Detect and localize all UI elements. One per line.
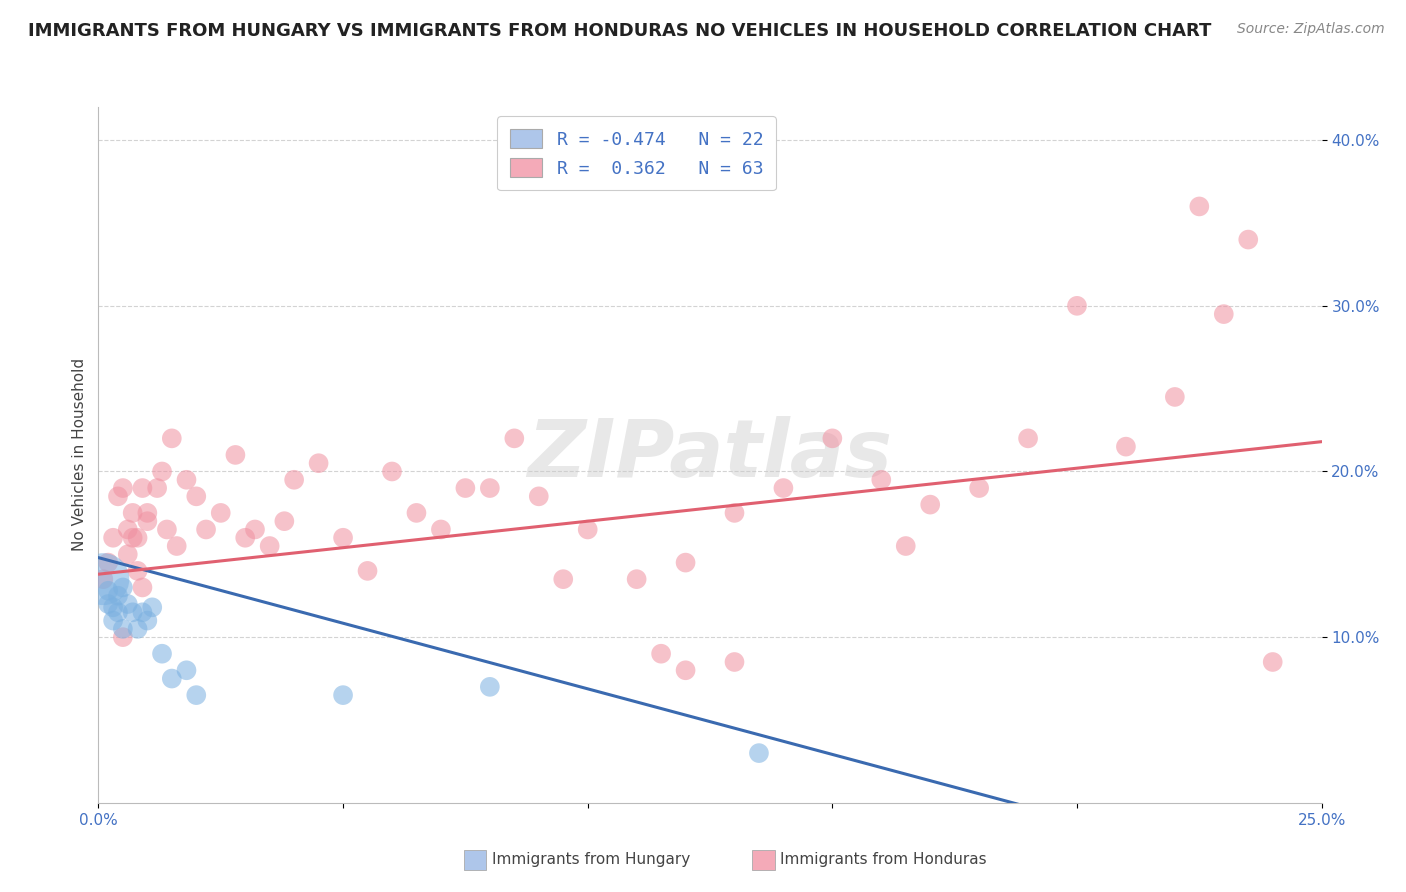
- Point: [136, 514, 159, 528]
- Point: [150, 465, 173, 479]
- Point: [478, 680, 501, 694]
- Point: [1237, 233, 1260, 247]
- Point: [273, 514, 295, 528]
- Point: [176, 663, 198, 677]
- Point: [117, 547, 139, 561]
- Point: [503, 431, 526, 445]
- Point: [117, 597, 139, 611]
- Text: ZIPatlas: ZIPatlas: [527, 416, 893, 494]
- Point: [332, 688, 354, 702]
- Point: [1212, 307, 1234, 321]
- Point: [111, 630, 134, 644]
- Point: [111, 481, 134, 495]
- Point: [97, 597, 120, 611]
- Text: IMMIGRANTS FROM HUNGARY VS IMMIGRANTS FROM HONDURAS NO VEHICLES IN HOUSEHOLD COR: IMMIGRANTS FROM HUNGARY VS IMMIGRANTS FR…: [28, 22, 1212, 40]
- Point: [141, 600, 163, 615]
- Point: [121, 605, 143, 619]
- Point: [527, 489, 550, 503]
- Point: [356, 564, 378, 578]
- Point: [186, 489, 208, 503]
- Point: [160, 672, 183, 686]
- Point: [186, 688, 208, 702]
- Point: [97, 583, 120, 598]
- Point: [150, 647, 173, 661]
- Point: [772, 481, 794, 495]
- Point: [723, 655, 745, 669]
- Point: [111, 622, 134, 636]
- Point: [146, 481, 169, 495]
- Point: [136, 506, 159, 520]
- Point: [101, 614, 124, 628]
- Point: [1115, 440, 1137, 454]
- Point: [920, 498, 942, 512]
- Point: [131, 581, 153, 595]
- Point: [121, 506, 143, 520]
- Point: [160, 431, 183, 445]
- Point: [101, 600, 124, 615]
- Point: [332, 531, 354, 545]
- Point: [894, 539, 917, 553]
- Point: [131, 605, 153, 619]
- Point: [117, 523, 139, 537]
- Point: [283, 473, 305, 487]
- Point: [967, 481, 990, 495]
- Point: [107, 589, 129, 603]
- Point: [107, 605, 129, 619]
- Point: [259, 539, 281, 553]
- Point: [553, 572, 575, 586]
- Point: [136, 614, 159, 628]
- Point: [97, 556, 120, 570]
- Point: [626, 572, 648, 586]
- Point: [381, 465, 404, 479]
- Text: Immigrants from Hungary: Immigrants from Hungary: [492, 853, 690, 867]
- Point: [870, 473, 893, 487]
- Point: [91, 572, 114, 586]
- Point: [127, 622, 149, 636]
- Point: [233, 531, 256, 545]
- Point: [308, 456, 330, 470]
- Point: [1017, 431, 1039, 445]
- Point: [131, 481, 153, 495]
- Point: [91, 572, 114, 586]
- Point: [107, 489, 129, 503]
- Text: Immigrants from Honduras: Immigrants from Honduras: [780, 853, 987, 867]
- Point: [405, 506, 427, 520]
- Point: [156, 523, 179, 537]
- Point: [454, 481, 477, 495]
- Point: [127, 531, 149, 545]
- Point: [121, 531, 143, 545]
- Legend: R = -0.474   N = 22, R =  0.362   N = 63: R = -0.474 N = 22, R = 0.362 N = 63: [498, 116, 776, 190]
- Point: [209, 506, 232, 520]
- Text: Source: ZipAtlas.com: Source: ZipAtlas.com: [1237, 22, 1385, 37]
- Point: [243, 523, 266, 537]
- Point: [224, 448, 246, 462]
- Point: [1261, 655, 1284, 669]
- Point: [821, 431, 844, 445]
- Point: [127, 564, 149, 578]
- Point: [576, 523, 599, 537]
- Point: [1188, 199, 1211, 213]
- Point: [675, 663, 697, 677]
- Point: [101, 531, 124, 545]
- Point: [478, 481, 501, 495]
- Point: [748, 746, 770, 760]
- Point: [650, 647, 672, 661]
- Point: [430, 523, 453, 537]
- Y-axis label: No Vehicles in Household: No Vehicles in Household: [72, 359, 87, 551]
- Point: [195, 523, 218, 537]
- Point: [111, 581, 134, 595]
- Point: [166, 539, 188, 553]
- Point: [675, 556, 697, 570]
- Point: [1066, 299, 1088, 313]
- Point: [1164, 390, 1187, 404]
- Point: [176, 473, 198, 487]
- Point: [723, 506, 745, 520]
